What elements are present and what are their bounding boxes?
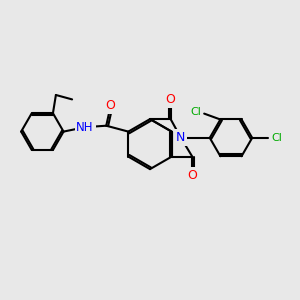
Text: Cl: Cl — [190, 107, 201, 117]
Text: O: O — [166, 93, 176, 106]
Text: O: O — [106, 99, 116, 112]
Text: O: O — [187, 169, 197, 182]
Text: N: N — [176, 131, 186, 144]
Text: Cl: Cl — [271, 133, 282, 143]
Text: NH: NH — [76, 121, 94, 134]
